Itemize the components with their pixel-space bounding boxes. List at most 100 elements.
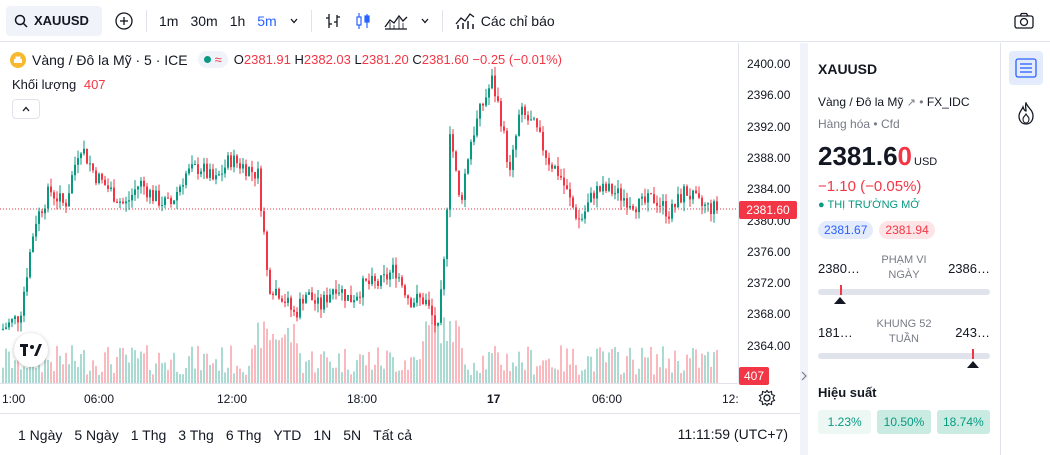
candle bbox=[230, 152, 232, 171]
candle bbox=[146, 183, 148, 202]
candle bbox=[617, 179, 619, 201]
52-week-range-bar bbox=[818, 349, 990, 368]
candle bbox=[710, 199, 712, 222]
panel-resize-handle[interactable] bbox=[800, 43, 808, 455]
candle bbox=[224, 159, 226, 178]
range-all[interactable]: Tất cả bbox=[373, 426, 413, 443]
volume-bar bbox=[140, 351, 142, 383]
candle bbox=[497, 87, 499, 103]
volume-bar bbox=[683, 370, 685, 383]
list-icon bbox=[1015, 58, 1037, 78]
range-ytd[interactable]: YTD bbox=[273, 426, 302, 443]
candle bbox=[632, 203, 634, 212]
candle bbox=[242, 157, 244, 174]
camera-icon bbox=[1014, 12, 1034, 29]
volume-bar bbox=[101, 371, 103, 383]
candle bbox=[308, 289, 310, 296]
volume-bar bbox=[416, 359, 418, 383]
price-scale[interactable]: 2400.00 2396.00 2392.00 2388.00 2384.00 2380.… bbox=[738, 43, 800, 385]
volume-bar bbox=[674, 350, 676, 383]
external-link-icon[interactable]: ↗ bbox=[906, 97, 916, 109]
range-1m[interactable]: 1 Thg bbox=[130, 426, 167, 443]
volume-bar bbox=[476, 370, 478, 383]
range-1y[interactable]: 1N bbox=[313, 426, 332, 443]
candle bbox=[38, 207, 40, 232]
symbol-search[interactable]: XAUUSD bbox=[6, 5, 102, 36]
candle bbox=[59, 185, 61, 209]
volume-bar bbox=[176, 371, 178, 383]
range-5y[interactable]: 5N bbox=[343, 426, 362, 443]
volume-bar bbox=[569, 364, 571, 383]
candle bbox=[695, 186, 697, 194]
volume-bar bbox=[296, 343, 298, 383]
time-label: 06:00 bbox=[84, 392, 115, 406]
candle bbox=[266, 230, 268, 277]
candle bbox=[536, 118, 538, 132]
tv-logo-icon bbox=[20, 344, 42, 356]
candle bbox=[341, 285, 343, 301]
volume-bar bbox=[275, 339, 277, 383]
price-chart[interactable] bbox=[0, 43, 738, 383]
time-label: 06:00 bbox=[592, 392, 623, 406]
chart-type-dropdown[interactable] bbox=[414, 6, 436, 36]
candle bbox=[503, 121, 505, 134]
volume-bar bbox=[548, 358, 550, 383]
volume-bar bbox=[239, 368, 241, 383]
area-chart-button[interactable] bbox=[378, 6, 414, 36]
hotlist-button[interactable] bbox=[1009, 97, 1043, 131]
volume-bar bbox=[14, 360, 16, 383]
panel-symbol: XAUUSD bbox=[818, 61, 878, 77]
candle bbox=[371, 267, 373, 287]
candles-button[interactable] bbox=[348, 6, 378, 36]
range-5d[interactable]: 5 Ngày bbox=[74, 426, 119, 443]
candle bbox=[380, 275, 382, 289]
timezone-clock[interactable]: 11:11:59 (UTC+7) bbox=[677, 426, 788, 442]
volume-bar bbox=[362, 355, 364, 383]
divider bbox=[310, 9, 312, 32]
volume-bar bbox=[80, 354, 82, 383]
market-status-pill[interactable]: ≈ bbox=[197, 51, 228, 68]
compare-button[interactable] bbox=[108, 6, 140, 36]
volume-bar bbox=[11, 367, 13, 383]
bar-style-button[interactable] bbox=[318, 6, 348, 36]
range-1d[interactable]: 1 Ngày bbox=[18, 426, 63, 443]
candle bbox=[683, 183, 685, 212]
volume-bar bbox=[629, 347, 631, 383]
collapse-legend-button[interactable] bbox=[12, 99, 40, 119]
candle bbox=[614, 185, 616, 200]
candle bbox=[629, 196, 631, 210]
volume-bar bbox=[170, 359, 172, 383]
perf-1w[interactable]: 1.23% bbox=[818, 410, 872, 434]
time-axis[interactable]: 1:00 06:00 12:00 18:00 17 06:00 12: bbox=[0, 383, 739, 413]
settings-gear-button[interactable] bbox=[758, 389, 776, 410]
candle bbox=[113, 179, 115, 203]
chart-pane[interactable]: Vàng / Đô la Mỹ · 5 · ICE ≈ O2381.91 H23… bbox=[0, 43, 800, 413]
timeframe-5m[interactable]: 5m bbox=[257, 12, 277, 29]
perf-1m[interactable]: 10.50% bbox=[877, 410, 931, 434]
volume-bar bbox=[689, 358, 691, 383]
candle bbox=[533, 116, 535, 121]
tradingview-logo[interactable] bbox=[14, 333, 48, 367]
snapshot-button[interactable] bbox=[1008, 6, 1040, 36]
volume-bar bbox=[638, 368, 640, 383]
volume-bar bbox=[8, 351, 10, 383]
candle bbox=[92, 162, 94, 174]
timeframe-30m[interactable]: 30m bbox=[190, 12, 218, 29]
indicators-button[interactable]: Các chỉ báo bbox=[449, 6, 561, 36]
price-tick-label: 2392.00 bbox=[747, 119, 791, 134]
perf-3m[interactable]: 18.74% bbox=[936, 410, 990, 434]
volume-bar bbox=[551, 367, 553, 383]
watchlist-button[interactable] bbox=[1009, 51, 1043, 85]
volume-bar bbox=[200, 370, 202, 383]
volume-bar bbox=[653, 374, 655, 383]
timeframe-1m[interactable]: 1m bbox=[159, 12, 179, 29]
timeframe-1h[interactable]: 1h bbox=[229, 12, 246, 29]
volume-bar bbox=[338, 353, 340, 383]
candle bbox=[152, 185, 154, 205]
timeframe-dropdown[interactable] bbox=[283, 6, 305, 36]
candle bbox=[182, 178, 184, 195]
range-3m[interactable]: 3 Thg bbox=[178, 426, 214, 443]
range-6m[interactable]: 6 Thg bbox=[225, 426, 262, 443]
candle bbox=[377, 278, 379, 289]
volume-bar bbox=[512, 362, 514, 383]
